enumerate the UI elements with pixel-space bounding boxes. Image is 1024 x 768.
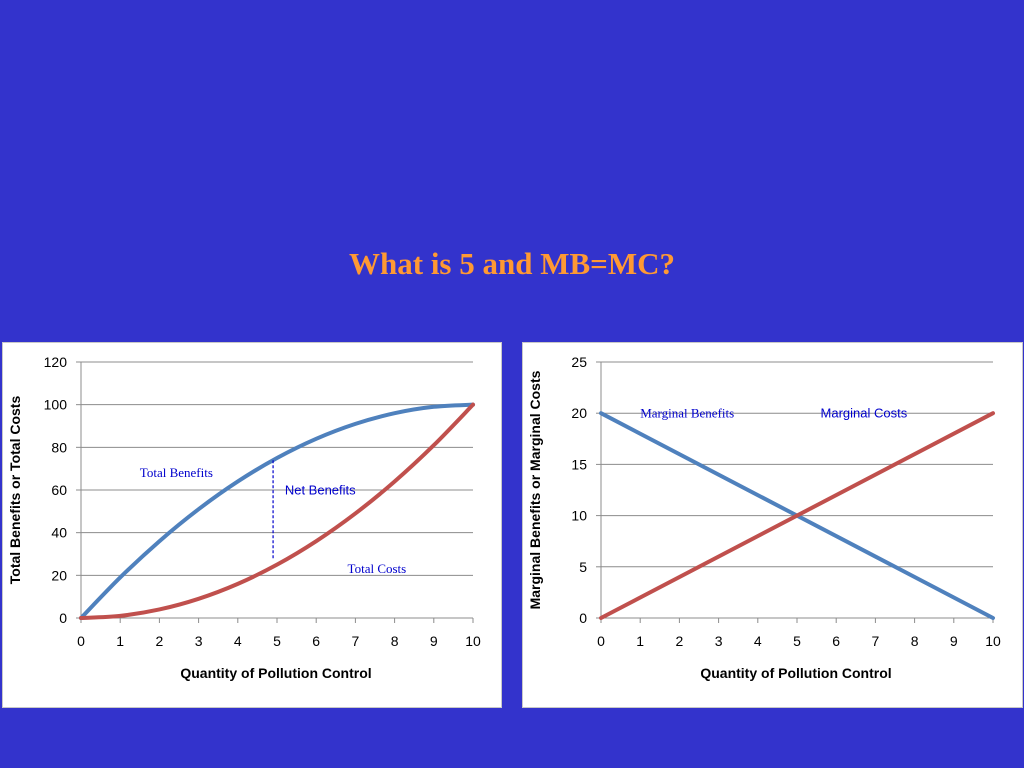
x-tick-label: 10 [465, 633, 481, 649]
y-axis-title: Marginal Benefits or Marginal Costs [527, 370, 543, 609]
total-benefits-line [79, 402, 475, 620]
x-tick-label: 5 [793, 633, 801, 649]
y-tick-label: 15 [571, 456, 587, 472]
x-tick-label: 2 [156, 633, 164, 649]
x-tick-label: 4 [234, 633, 242, 649]
x-tick-label: 7 [352, 633, 360, 649]
x-tick-label: 1 [636, 633, 644, 649]
x-axis-title: Quantity of Pollution Control [180, 665, 371, 681]
y-tick-label: 10 [571, 508, 587, 524]
x-tick-label: 3 [195, 633, 203, 649]
net-benefits-annotation: Net Benefits [285, 482, 356, 497]
x-tick-label: 0 [77, 633, 85, 649]
x-tick-label: 6 [832, 633, 840, 649]
slide-title: What is 5 and MB=MC? [349, 246, 675, 281]
x-tick-label: 10 [985, 633, 1001, 649]
marginal-benefits-annotation: Marginal Benefits [640, 405, 734, 420]
total-chart-panel: 0 20 40 60 80 100 120 0 1 2 3 4 5 6 7 8 9 10 Quantity of P… [2, 342, 502, 708]
x-axis-title: Quantity of Pollution Control [700, 665, 891, 681]
marginal-benefits-costs-chart: 0 5 10 15 20 25 0 1 2 3 4 5 6 7 8 9 10 Quantity of Pollut… [527, 354, 1001, 681]
y-tick-label: 0 [59, 610, 67, 626]
total-benefits-costs-chart: 0 20 40 60 80 100 120 0 1 2 3 4 5 6 7 8 9 10 Quantity of P… [7, 354, 481, 681]
y-tick-label: 20 [51, 567, 67, 583]
x-tick-label: 6 [312, 633, 320, 649]
x-tick-label: 0 [597, 633, 605, 649]
x-tick-label: 2 [676, 633, 684, 649]
y-tick-label: 25 [571, 354, 587, 370]
y-tick-label: 120 [44, 354, 68, 370]
marginal-costs-line [599, 411, 995, 620]
x-tick-label: 1 [116, 633, 124, 649]
x-tick-label: 9 [950, 633, 958, 649]
y-axis-title: Total Benefits or Total Costs [7, 396, 23, 585]
y-tick-label: 40 [51, 525, 67, 541]
marginal-chart-panel: 0 5 10 15 20 25 0 1 2 3 4 5 6 7 8 9 10 Quantity of Pollut… [522, 342, 1023, 708]
y-tick-label: 100 [44, 397, 68, 413]
x-tick-label: 8 [391, 633, 399, 649]
x-tick-label: 8 [911, 633, 919, 649]
y-tick-label: 0 [579, 610, 587, 626]
x-tick-label: 4 [754, 633, 762, 649]
y-tick-label: 60 [51, 482, 67, 498]
y-tick-label: 80 [51, 439, 67, 455]
x-tick-label: 5 [273, 633, 281, 649]
y-tick-label: 20 [571, 405, 587, 421]
x-tick-label: 3 [715, 633, 723, 649]
x-tick-label: 7 [872, 633, 880, 649]
total-benefits-annotation: Total Benefits [140, 465, 213, 480]
y-tick-label: 5 [579, 559, 587, 575]
total-costs-annotation: Total Costs [348, 561, 407, 576]
total-costs-line [79, 402, 475, 620]
marginal-costs-annotation: Marginal Costs [821, 405, 908, 420]
x-tick-label: 9 [430, 633, 438, 649]
